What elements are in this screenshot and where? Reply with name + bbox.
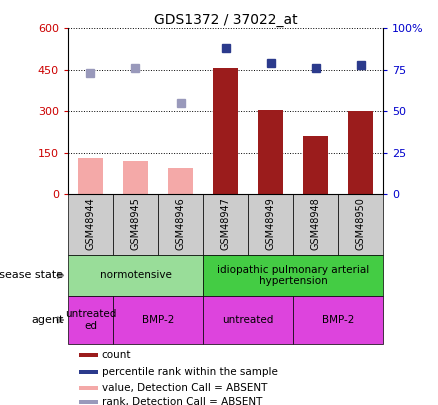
Bar <box>158 194 203 255</box>
Bar <box>79 353 98 357</box>
Bar <box>68 255 203 296</box>
Text: GSM48947: GSM48947 <box>221 198 230 250</box>
Bar <box>68 296 113 344</box>
Text: untreated: untreated <box>223 315 274 325</box>
Bar <box>248 194 293 255</box>
Text: untreated
ed: untreated ed <box>65 309 116 331</box>
Bar <box>293 296 383 344</box>
Bar <box>68 194 113 255</box>
Text: GSM48948: GSM48948 <box>311 198 321 250</box>
Text: BMP-2: BMP-2 <box>142 315 174 325</box>
Bar <box>203 194 248 255</box>
Text: GSM48944: GSM48944 <box>85 198 95 250</box>
Bar <box>168 168 193 194</box>
Text: BMP-2: BMP-2 <box>322 315 354 325</box>
Text: GSM48950: GSM48950 <box>356 198 366 250</box>
Bar <box>203 255 383 296</box>
Text: idiopathic pulmonary arterial
hypertension: idiopathic pulmonary arterial hypertensi… <box>217 264 369 286</box>
Bar <box>293 194 338 255</box>
Text: GSM48945: GSM48945 <box>131 198 141 250</box>
Text: percentile rank within the sample: percentile rank within the sample <box>102 367 278 377</box>
Text: disease state: disease state <box>0 271 64 280</box>
Text: GSM48949: GSM48949 <box>265 198 276 250</box>
Bar <box>303 136 328 194</box>
Bar <box>258 110 283 194</box>
Bar <box>78 158 103 194</box>
Bar <box>79 400 98 404</box>
Bar <box>213 68 238 194</box>
Bar <box>113 194 158 255</box>
Bar <box>79 370 98 373</box>
Bar <box>123 161 148 194</box>
Bar <box>79 386 98 390</box>
Text: agent: agent <box>31 315 64 325</box>
Bar <box>338 194 383 255</box>
Bar <box>348 111 373 194</box>
Title: GDS1372 / 37022_at: GDS1372 / 37022_at <box>154 13 297 27</box>
Bar <box>203 296 293 344</box>
Bar <box>113 296 203 344</box>
Text: normotensive: normotensive <box>99 271 171 280</box>
Text: rank, Detection Call = ABSENT: rank, Detection Call = ABSENT <box>102 397 262 405</box>
Text: count: count <box>102 350 131 360</box>
Text: value, Detection Call = ABSENT: value, Detection Call = ABSENT <box>102 383 267 393</box>
Text: GSM48946: GSM48946 <box>176 198 186 250</box>
